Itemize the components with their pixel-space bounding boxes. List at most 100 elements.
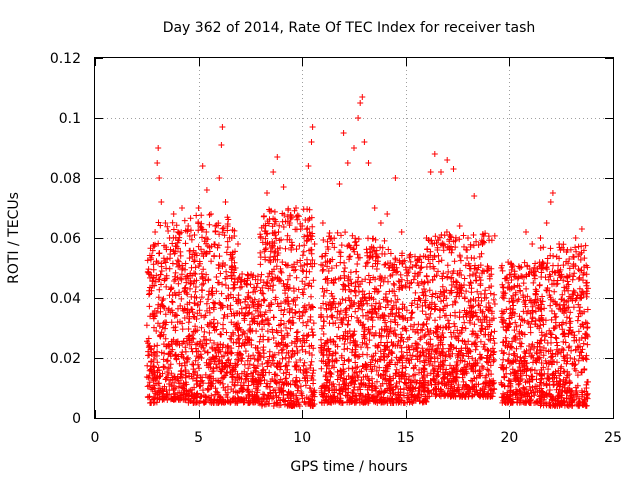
data-point bbox=[301, 368, 308, 374]
data-point bbox=[296, 242, 303, 249]
data-point bbox=[195, 348, 202, 355]
data-point bbox=[236, 396, 242, 403]
data-point bbox=[248, 341, 255, 348]
data-point bbox=[301, 302, 308, 309]
data-point bbox=[292, 310, 298, 317]
data-point bbox=[218, 290, 225, 297]
data-point bbox=[175, 258, 182, 265]
data-point bbox=[570, 287, 577, 294]
data-point bbox=[355, 374, 362, 381]
data-point bbox=[254, 273, 261, 280]
data-point bbox=[193, 294, 200, 301]
data-point bbox=[144, 362, 151, 369]
data-point bbox=[213, 274, 220, 280]
data-point bbox=[287, 402, 294, 409]
data-point bbox=[471, 321, 478, 328]
data-point bbox=[512, 319, 519, 326]
data-point bbox=[529, 366, 535, 373]
data-point bbox=[252, 276, 259, 283]
data-point bbox=[256, 321, 263, 328]
data-point bbox=[160, 320, 167, 327]
data-point bbox=[185, 319, 192, 326]
data-point bbox=[262, 254, 268, 261]
data-point bbox=[297, 338, 304, 345]
data-point bbox=[235, 357, 242, 363]
data-point bbox=[491, 340, 498, 347]
data-point bbox=[222, 262, 228, 268]
data-point bbox=[395, 278, 402, 285]
data-point bbox=[570, 273, 577, 280]
data-point bbox=[283, 324, 289, 331]
data-point bbox=[274, 154, 281, 160]
data-point bbox=[283, 283, 290, 290]
data-point bbox=[167, 309, 174, 316]
data-point bbox=[309, 257, 316, 263]
data-point bbox=[365, 160, 372, 166]
data-point bbox=[266, 353, 273, 360]
data-point bbox=[216, 253, 223, 260]
data-point bbox=[289, 314, 296, 321]
data-point bbox=[250, 299, 256, 306]
data-point bbox=[451, 320, 458, 327]
data-point bbox=[436, 314, 443, 321]
data-point bbox=[203, 249, 210, 256]
data-point bbox=[273, 235, 280, 242]
data-point bbox=[435, 252, 442, 259]
data-point bbox=[260, 290, 267, 297]
data-point bbox=[147, 256, 154, 263]
data-point bbox=[521, 259, 528, 266]
data-point bbox=[274, 245, 281, 252]
data-point bbox=[336, 181, 343, 187]
data-point bbox=[191, 314, 198, 321]
data-point bbox=[408, 310, 415, 317]
data-point bbox=[208, 211, 214, 217]
data-point bbox=[232, 248, 238, 255]
data-point bbox=[265, 357, 271, 364]
data-point bbox=[223, 329, 230, 336]
data-point bbox=[258, 398, 265, 405]
data-point bbox=[309, 372, 316, 379]
data-point bbox=[276, 237, 283, 244]
data-point bbox=[291, 207, 298, 214]
data-point bbox=[209, 284, 216, 291]
data-point bbox=[211, 399, 218, 406]
data-point bbox=[220, 341, 227, 348]
data-point bbox=[242, 298, 248, 305]
data-point bbox=[260, 279, 267, 286]
data-point bbox=[167, 361, 174, 368]
data-point bbox=[196, 365, 202, 372]
data-point bbox=[154, 348, 161, 355]
data-point bbox=[151, 313, 157, 320]
data-point bbox=[251, 284, 258, 291]
data-point bbox=[155, 259, 161, 266]
data-point bbox=[279, 346, 286, 353]
data-point bbox=[548, 308, 555, 314]
data-point bbox=[229, 264, 236, 270]
data-point bbox=[237, 284, 244, 291]
data-point bbox=[237, 299, 244, 306]
data-point bbox=[261, 377, 268, 383]
data-point bbox=[294, 401, 300, 408]
data-point bbox=[280, 381, 287, 388]
data-point bbox=[282, 375, 289, 382]
data-point bbox=[337, 307, 344, 314]
data-point bbox=[297, 226, 304, 233]
data-point bbox=[320, 322, 327, 329]
data-point bbox=[222, 372, 229, 379]
data-point bbox=[275, 340, 282, 347]
data-point bbox=[244, 293, 251, 300]
data-point bbox=[183, 355, 190, 362]
data-point bbox=[234, 371, 241, 377]
data-point bbox=[341, 259, 348, 266]
data-point bbox=[266, 400, 273, 407]
data-point bbox=[164, 369, 171, 375]
data-point bbox=[357, 100, 364, 106]
data-point bbox=[223, 359, 230, 366]
data-point bbox=[266, 270, 273, 277]
data-point bbox=[199, 342, 206, 349]
data-point bbox=[422, 332, 429, 338]
data-point bbox=[523, 285, 530, 292]
data-point bbox=[300, 206, 307, 213]
data-point bbox=[238, 276, 245, 283]
data-point bbox=[272, 256, 279, 263]
